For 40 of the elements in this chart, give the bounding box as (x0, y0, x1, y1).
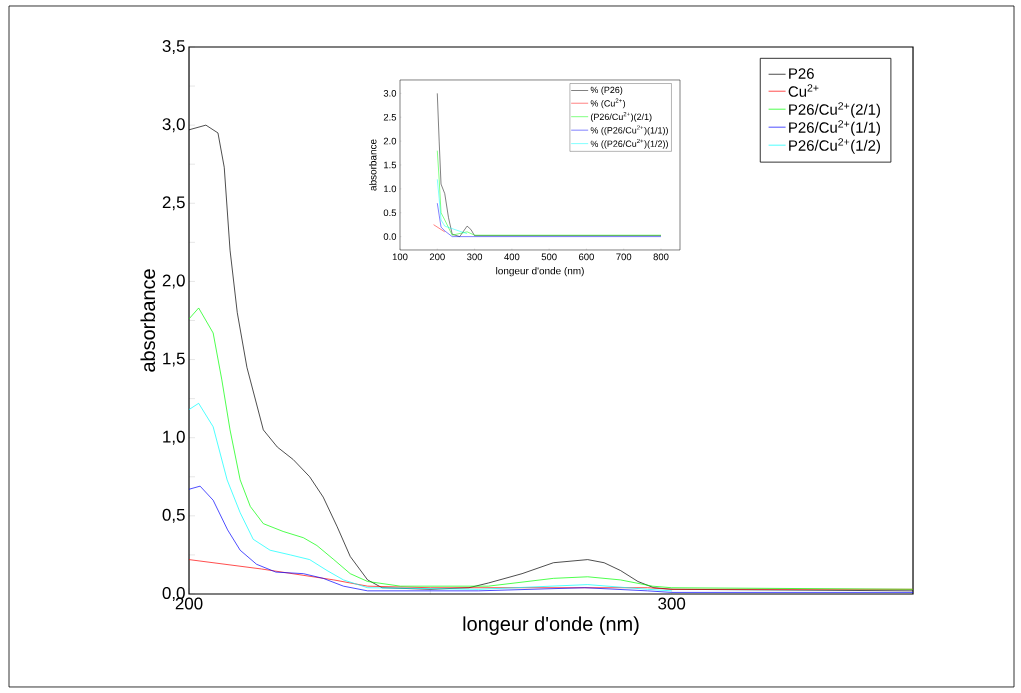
y-tick-label: 1.0 (384, 185, 397, 193)
line-series (437, 179, 468, 234)
legend-label: % (P26) (590, 86, 623, 95)
y-tick-label: 1,5 (163, 352, 185, 367)
legend-label: P26/Cu$^{2+}$(2/1) (789, 102, 880, 118)
legend-label: P26/Cu$^{2+}$(1/2) (789, 138, 880, 154)
x-tick-label: 600 (579, 253, 594, 261)
x-axis-title: longeur d'onde (nm) (463, 616, 639, 635)
y-tick-label: 2,0 (162, 274, 185, 289)
x-tick-label: 300 (658, 597, 686, 610)
y-tick-label: 2.0 (383, 137, 397, 145)
legend-label: % ((P26/Cu$^{2+}$)(1/1)) (590, 125, 668, 136)
legend-label: (P26/Cu$^{2+}$)(2/1) (590, 111, 652, 122)
y-tick-label: 3,0 (162, 118, 185, 133)
y-tick-label: 2,5 (162, 196, 185, 211)
legend-label: % ((P26/Cu$^{2+}$)(1/2)) (590, 138, 668, 149)
y-axis-title: absorbance (369, 139, 377, 191)
y-tick-label: 0.5 (383, 209, 397, 217)
x-tick-label: 300 (467, 253, 483, 261)
x-tick-label: 800 (653, 253, 669, 261)
x-axis-title: longeur d'onde (nm) (496, 267, 584, 277)
y-tick-label: 1,0 (163, 430, 185, 445)
x-tick-label: 200 (429, 253, 445, 261)
y-tick-label: 1.5 (384, 161, 397, 169)
y-tick-label: 0,5 (162, 508, 185, 523)
legend-label: P26/Cu$^{2+}$(1/1) (789, 120, 880, 136)
x-tick-label: 700 (616, 253, 632, 261)
y-tick-label: 0.0 (383, 233, 397, 240)
y-tick-label: 3,5 (162, 39, 185, 54)
x-tick-label: 100 (392, 253, 408, 261)
y-tick-label: 2.5 (383, 113, 397, 121)
line-series (437, 150, 662, 236)
line-series (189, 307, 914, 590)
x-tick-label: 400 (504, 253, 520, 261)
y-axis-title: absorbance (140, 269, 156, 372)
legend-label: % (Cu$^{2+}$) (590, 98, 626, 109)
legend-label: Cu$^{2+}$ (788, 84, 819, 97)
x-tick-label: 500 (541, 253, 557, 261)
legend-label: P26 (789, 68, 814, 79)
y-tick-label: 3.0 (383, 90, 397, 97)
